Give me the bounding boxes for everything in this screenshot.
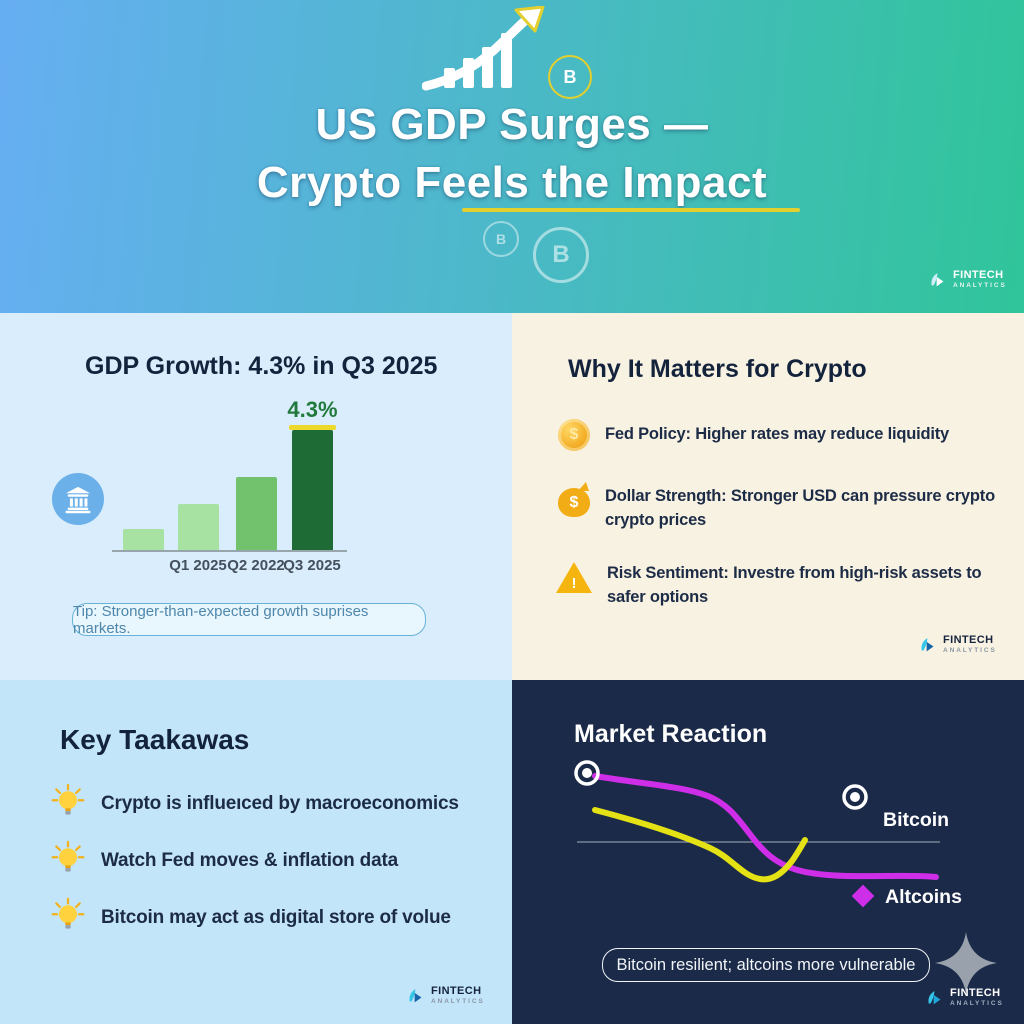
bullet-text: Dollar Strength: Stronger USD can pressu… (605, 487, 995, 529)
bitcoin-watermark-icon: B (533, 227, 589, 283)
brand-name: FINTECH (953, 269, 1004, 282)
warning-icon: ! (556, 562, 592, 593)
gdp-bar-q1-2025 (178, 504, 219, 550)
fintech-logo: FINTECH ANALYTICS (925, 988, 1004, 1008)
point-marker-icon (842, 784, 868, 810)
page-title-line2: Crypto Feels the Impact (256, 158, 768, 207)
bitcoin-badge-icon: B (548, 55, 592, 99)
bullet-text: Fed Policy: Higher rates may reduce liqu… (605, 425, 950, 443)
x-tick-label: Q2 2022 (227, 557, 285, 574)
bitcoin-line (592, 773, 939, 880)
why-bullet-risk-sentiment: ! Risk Sentiment: Investre from high-ris… (556, 562, 1021, 610)
point-marker-icon (574, 760, 600, 786)
why-it-matters-panel: Why It Matters for Crypto $ Fed Policy: … (512, 313, 1024, 680)
gdp-bar-q2-2022 (236, 477, 277, 550)
brand-name: FINTECH (950, 987, 1001, 1000)
exclamation-glyph: ! (571, 575, 577, 592)
key-takeaways-panel: Key Taakawas Crypto is influeıced by mac… (0, 680, 512, 1024)
lightbulb-glyph (51, 840, 85, 872)
bullet-text: Bitcoin may act as digital store of volu… (101, 907, 451, 929)
dollar-glyph: $ (569, 426, 579, 443)
bitcoin-glyph: B (495, 231, 507, 247)
market-line-chart (574, 760, 940, 883)
fintech-logo-icon (931, 273, 944, 287)
bitcoin-glyph: B (563, 66, 577, 87)
fintech-logo: FINTECH ANALYTICS (928, 270, 1007, 290)
brand-name: FINTECH (943, 634, 994, 647)
lightbulb-glyph (51, 897, 85, 929)
bullet-text: Watch Fed moves & inflation data (101, 850, 398, 872)
altcoins-line (592, 807, 808, 883)
x-tick-label: Q1 2025 (169, 557, 227, 574)
lightbulb-icon (50, 782, 86, 827)
brand-subtitle: ANALYTICS (950, 1000, 1004, 1008)
fintech-logo-icon (928, 991, 941, 1005)
gdp-bar-q3-2025 (292, 430, 333, 550)
brand-name: FINTECH (431, 985, 482, 998)
takeaways-heading: Key Taakawas (60, 724, 250, 755)
sparkle-icon (935, 932, 997, 994)
page-title-line1: US GDP Surges — (315, 100, 709, 149)
x-tick-label: Q3 2025 (283, 557, 341, 574)
bullet-text: Risk Sentiment: Investre from high-risk … (607, 564, 982, 606)
x-axis-line (112, 550, 347, 552)
legend-bitcoin: Bitcoin (883, 809, 950, 831)
brand-subtitle: ANALYTICS (431, 998, 485, 1006)
legend-altcoins: Altcoins (885, 886, 962, 908)
dollar-glyph: $ (569, 493, 579, 511)
money-bag-icon: $ (558, 488, 590, 517)
highlight-bar-cap (289, 425, 336, 430)
gdp-panel-heading: GDP Growth: 4.3% in Q3 2025 (85, 352, 438, 380)
bank-icon (52, 473, 104, 525)
market-heading: Market Reaction (574, 720, 768, 748)
market-callout: Bitcoin resilient; altcoins more vulnera… (602, 948, 930, 982)
gdp-bar-value-label: 4.3% (287, 397, 338, 422)
tip-callout: Tip: Stronger-than-expected growth supri… (72, 603, 426, 637)
fintech-logo-icon (921, 638, 934, 652)
growth-chart-arrow-icon (422, 6, 545, 91)
lightbulb-icon (50, 896, 86, 941)
bank-glyph (65, 486, 91, 514)
why-bullet-dollar-strength: $ Dollar Strength: Stronger USD can pres… (558, 485, 1017, 533)
brand-subtitle: ANALYTICS (943, 647, 997, 655)
takeaway-bullet: Watch Fed moves & inflation data (50, 839, 398, 884)
bitcoin-watermark-icon: B (483, 221, 519, 257)
bullet-text: Crypto is influeıced by macroeconomics (101, 793, 459, 815)
gdp-bar-1 (123, 529, 164, 550)
market-reaction-panel: Market Reaction Bitcoin Altcoins Bitcoin… (512, 680, 1024, 1024)
gdp-growth-panel: GDP Growth: 4.3% in Q3 2025 4.3% Q1 2025… (0, 313, 512, 680)
bitcoin-glyph: B (552, 241, 570, 268)
title-underline (462, 208, 800, 212)
takeaway-bullet: Bitcoin may act as digital store of volu… (50, 896, 451, 941)
takeaway-bullet: Crypto is influeıced by macroeconomics (50, 782, 459, 827)
header-banner: B US GDP Surges — Crypto Feels the Impac… (0, 0, 1024, 313)
brand-subtitle: ANALYTICS (953, 282, 1007, 290)
coin-icon: $ (558, 419, 590, 451)
fintech-logo-icon (409, 989, 422, 1003)
why-panel-heading: Why It Matters for Crypto (568, 355, 867, 383)
why-bullet-fed-policy: $ Fed Policy: Higher rates may reduce li… (558, 419, 1017, 451)
lightbulb-glyph (51, 783, 85, 815)
fintech-logo: FINTECH ANALYTICS (406, 986, 485, 1006)
lightbulb-icon (50, 839, 86, 884)
fintech-logo: FINTECH ANALYTICS (918, 635, 997, 655)
